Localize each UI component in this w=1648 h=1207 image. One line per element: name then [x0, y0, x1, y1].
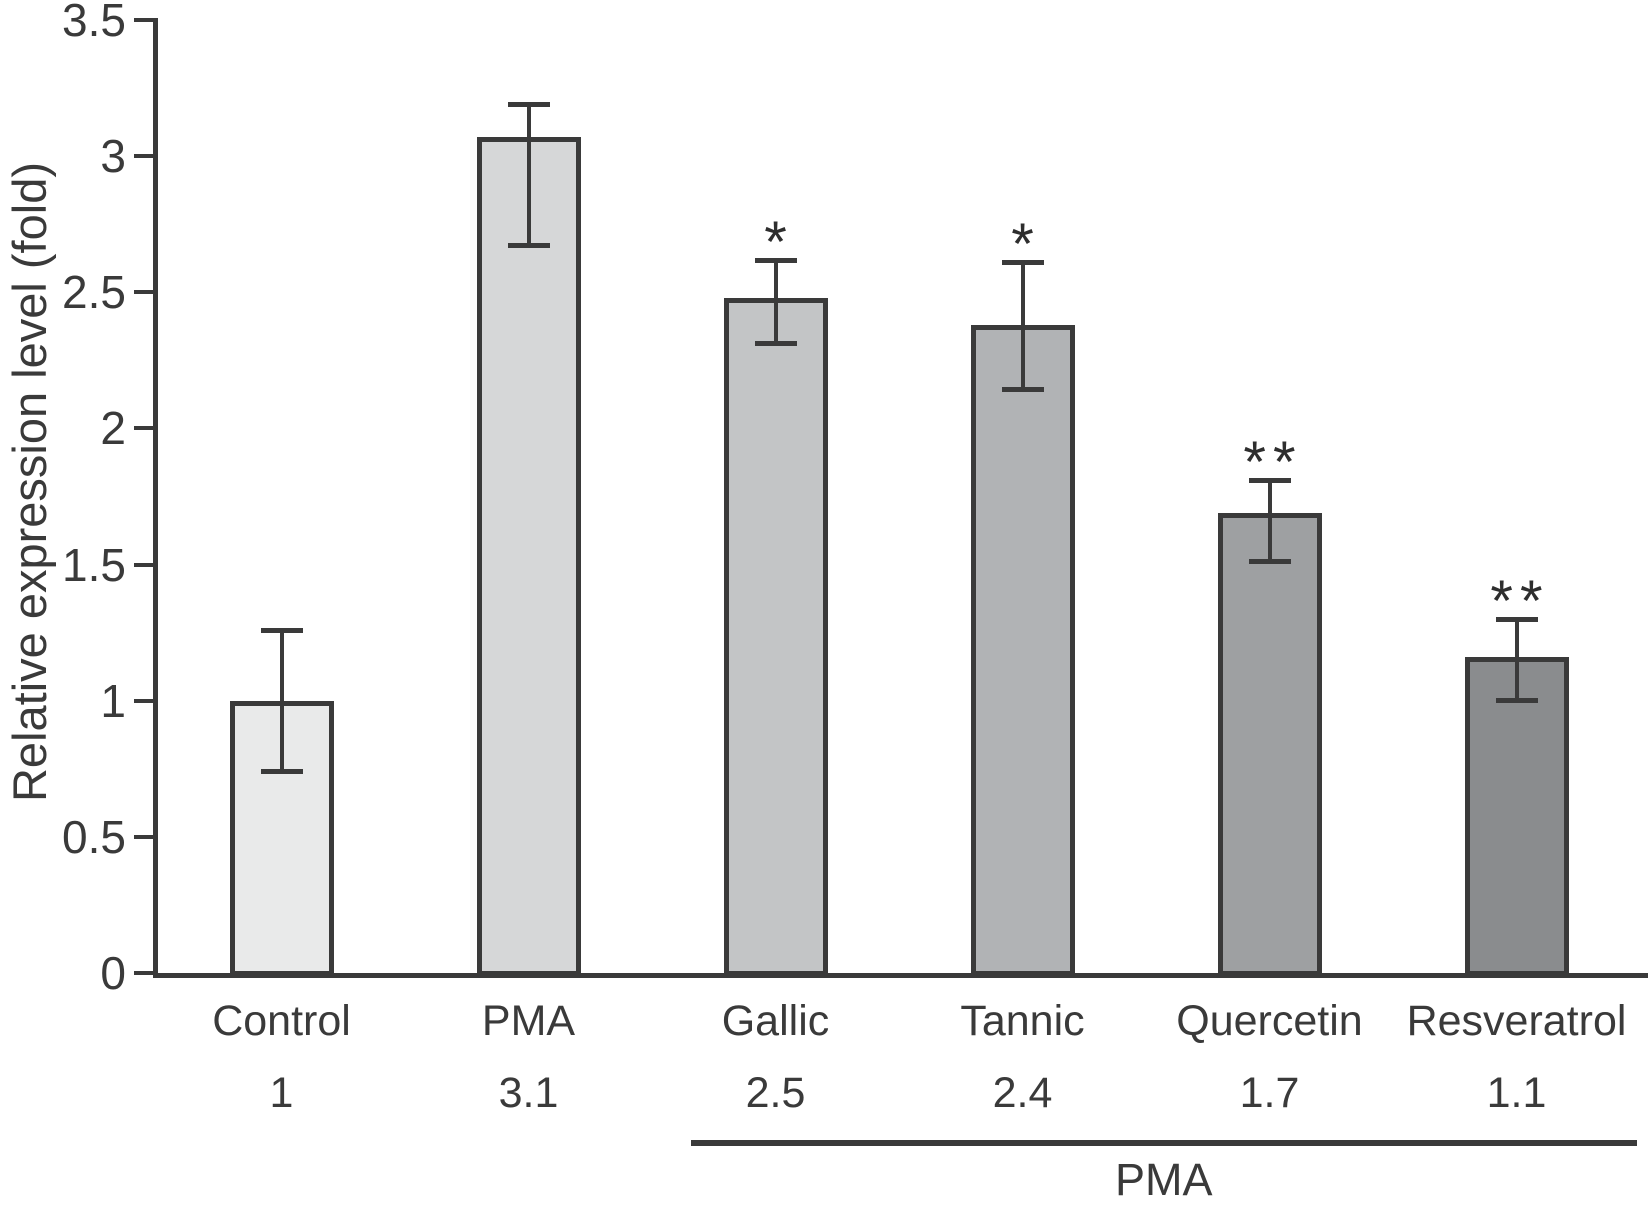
- bar-tannic: [970, 324, 1075, 976]
- bar-pma: [476, 137, 581, 976]
- error-bar-top-cap: [1001, 260, 1044, 266]
- y-axis-tick-label: 1: [100, 674, 126, 727]
- y-axis-tick: [134, 698, 155, 703]
- y-axis-tick: [134, 154, 155, 159]
- significance-marker: *: [764, 209, 794, 275]
- bar-value-label: 1: [269, 1069, 294, 1117]
- error-bar-line: [1020, 262, 1025, 391]
- error-bar-bottom-cap: [1248, 558, 1291, 564]
- y-axis-tick-label: 0.5: [62, 810, 126, 863]
- error-bar-bottom-cap: [260, 768, 303, 774]
- y-axis-tick: [134, 426, 155, 431]
- error-bar-top-cap: [1495, 617, 1538, 623]
- bar-value-label: 1.1: [1486, 1069, 1547, 1117]
- error-bar-top-cap: [260, 627, 303, 633]
- y-axis-tick-label: 2: [100, 402, 126, 455]
- y-axis-tick-label: 1.5: [62, 538, 126, 591]
- error-bar-line: [526, 104, 531, 246]
- error-bar-bottom-cap: [1001, 387, 1044, 393]
- y-axis-tick-label: 2.5: [62, 266, 126, 319]
- x-category-label: Gallic: [721, 997, 830, 1045]
- y-axis-tick: [134, 562, 155, 567]
- error-bar-bottom-cap: [754, 341, 797, 347]
- significance-marker: *: [1011, 212, 1041, 278]
- error-bar-line: [773, 259, 778, 345]
- group-annotation-label: PMA: [1114, 1154, 1213, 1205]
- bar-value-label: 2.4: [992, 1069, 1053, 1117]
- y-axis-tick-label: 0: [100, 947, 126, 999]
- x-axis-line: [153, 973, 1648, 978]
- error-bar-line: [1267, 480, 1272, 562]
- error-bar-top-cap: [507, 102, 550, 108]
- group-annotation-line: [690, 1140, 1637, 1146]
- bar-gallic: [723, 297, 828, 976]
- y-axis-line: [153, 18, 158, 978]
- error-bar-bottom-cap: [507, 242, 550, 248]
- x-category-label: Control: [212, 997, 351, 1045]
- bar-resveratrol: [1464, 657, 1569, 976]
- bar-value-label: 3.1: [498, 1069, 559, 1117]
- error-bar-top-cap: [1248, 478, 1291, 484]
- error-bar-top-cap: [754, 257, 797, 263]
- bar-quercetin: [1217, 512, 1322, 976]
- x-category-label: Tannic: [960, 997, 1085, 1045]
- x-category-label: Resveratrol: [1406, 997, 1627, 1045]
- y-axis-tick-label: 3: [100, 130, 126, 183]
- error-bar-line: [279, 629, 284, 772]
- y-axis-tick-label: 3.5: [62, 0, 126, 46]
- error-bar-bottom-cap: [1495, 697, 1538, 703]
- y-axis-tick: [134, 18, 155, 22]
- y-axis-tick: [134, 834, 155, 839]
- bar-value-label: 2.5: [745, 1069, 806, 1117]
- x-category-label: Quercetin: [1176, 997, 1363, 1045]
- significance-marker: **: [1490, 569, 1550, 635]
- bar-value-label: 1.7: [1239, 1069, 1300, 1117]
- y-axis-tick: [134, 290, 155, 295]
- x-category-label: PMA: [481, 997, 576, 1045]
- y-axis-tick: [134, 971, 155, 975]
- error-bar-line: [1514, 619, 1519, 701]
- significance-marker: **: [1243, 430, 1303, 496]
- y-axis-title: Relative expression level (fold): [3, 162, 56, 803]
